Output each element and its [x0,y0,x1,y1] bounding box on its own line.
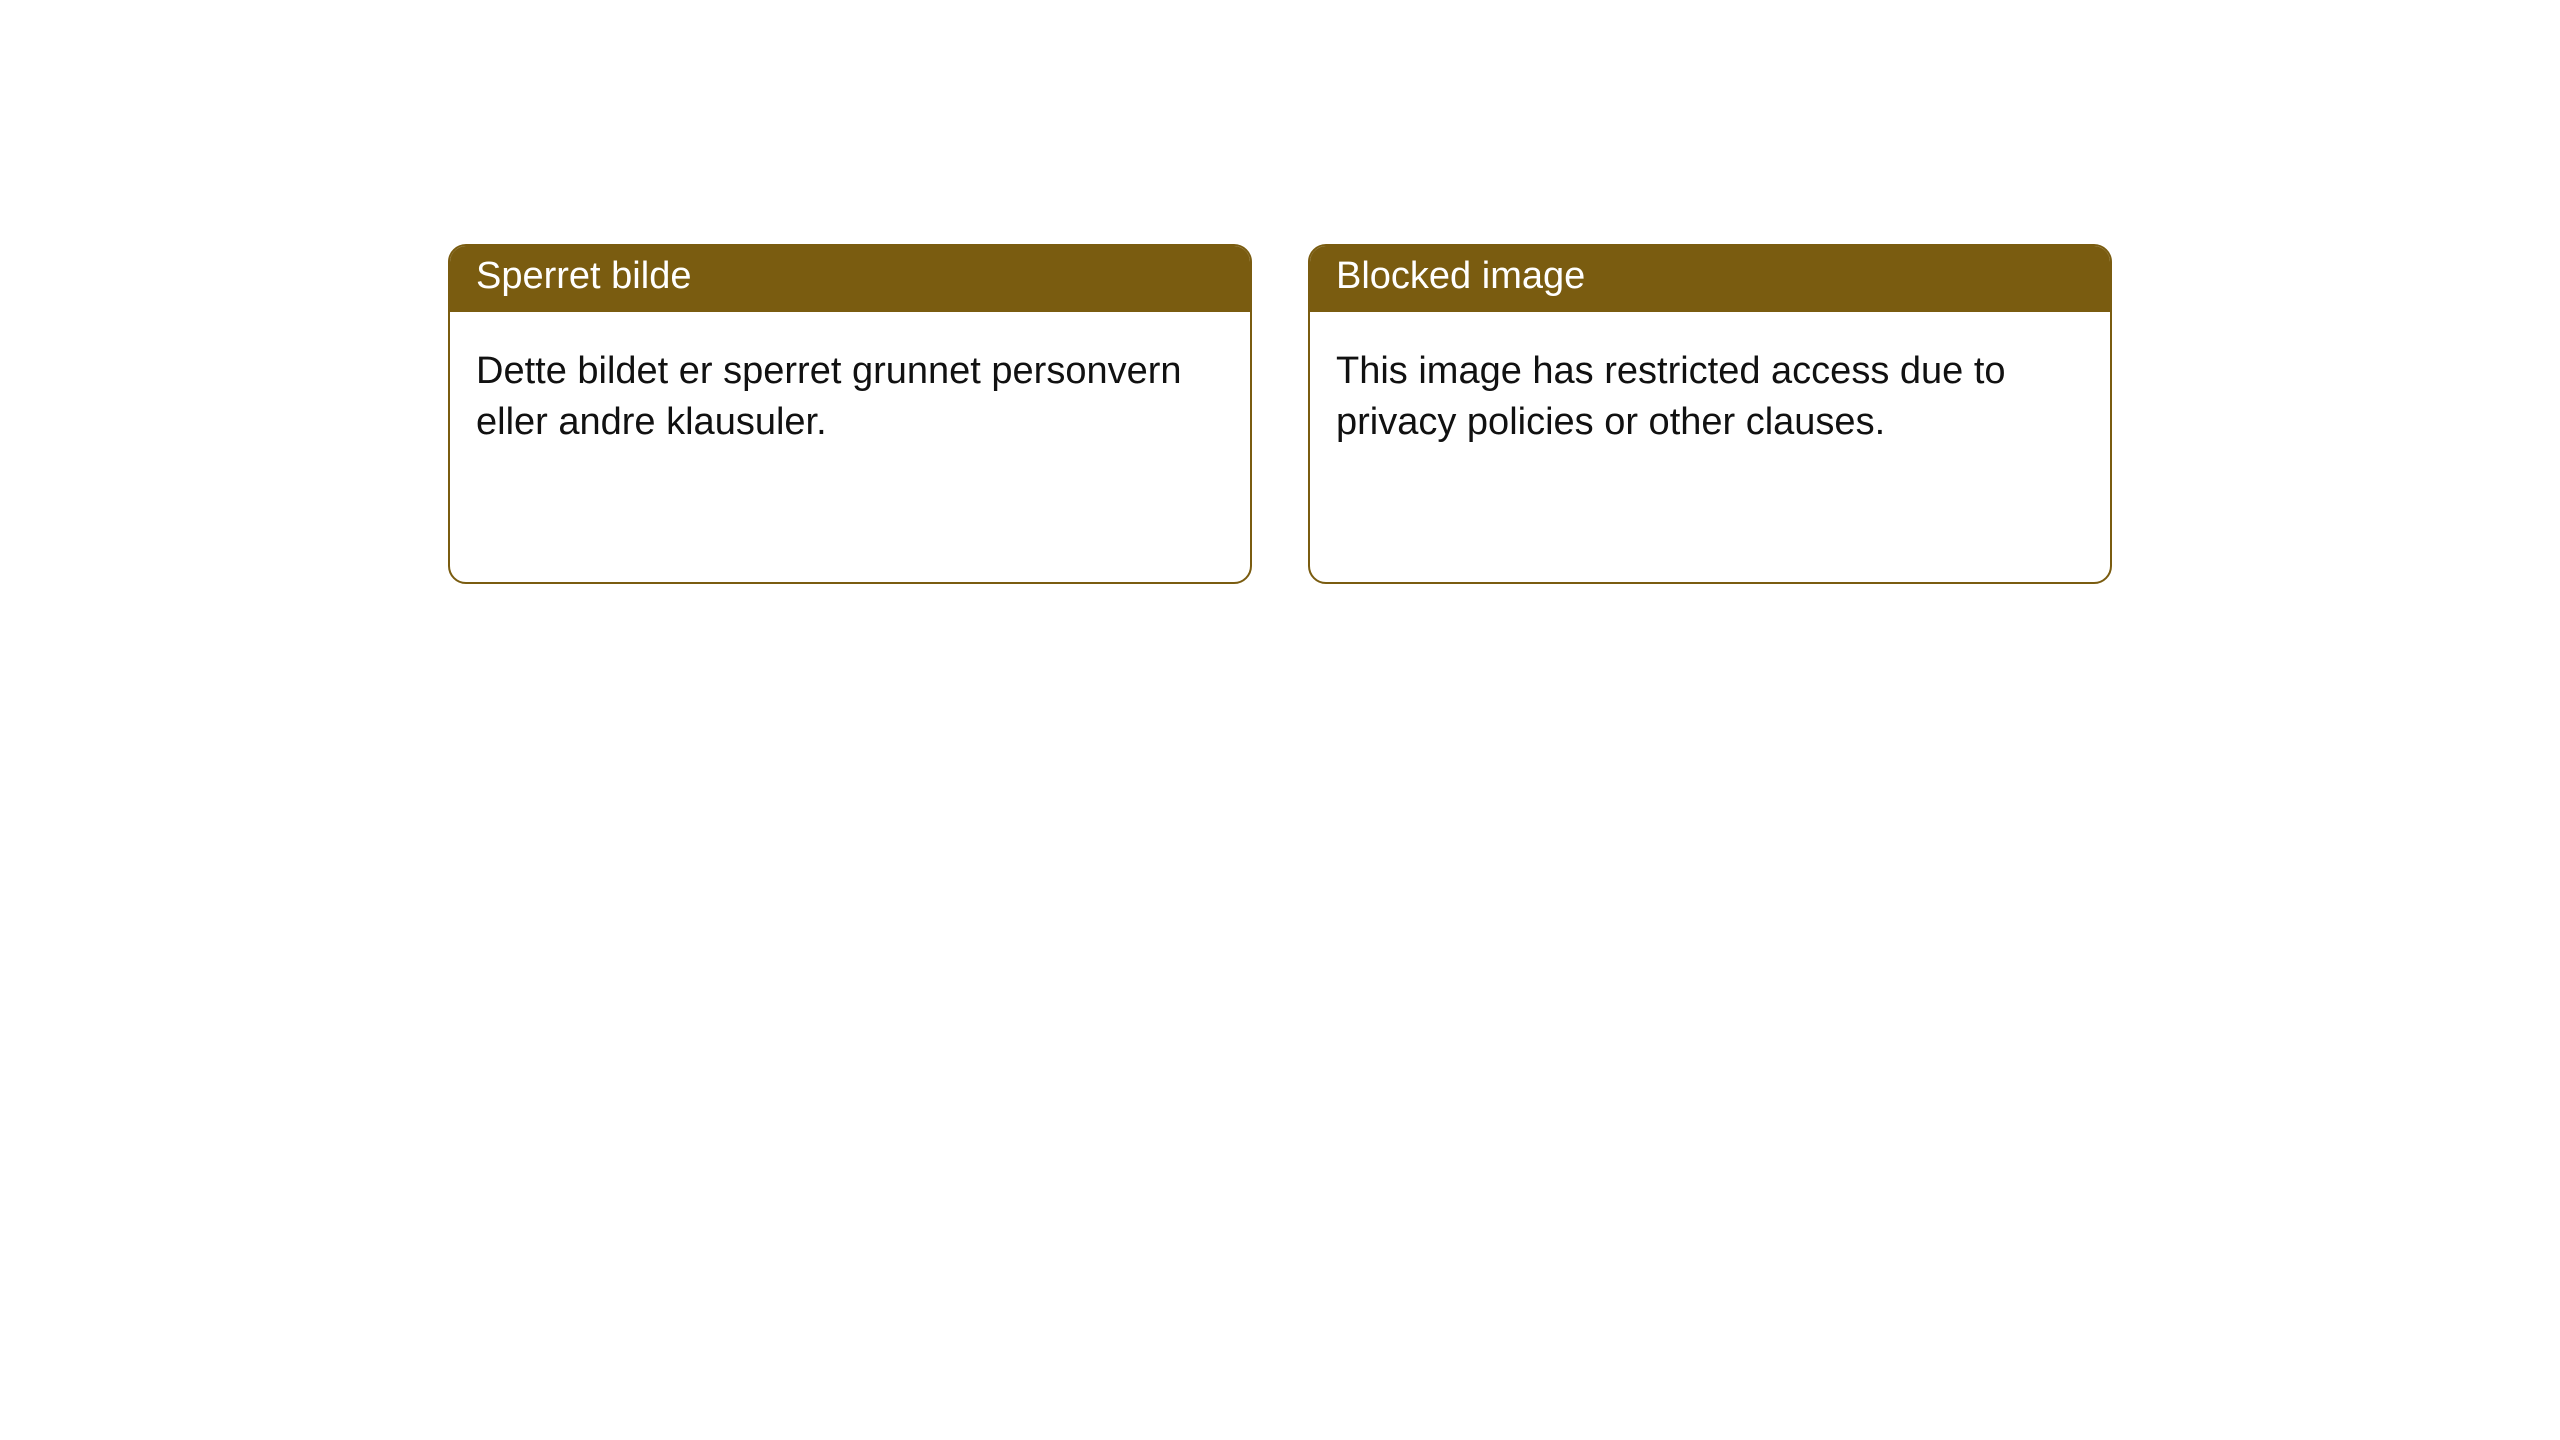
notice-header: Blocked image [1310,246,2110,312]
notice-container: Sperret bilde Dette bildet er sperret gr… [0,0,2560,584]
notice-body: Dette bildet er sperret grunnet personve… [450,312,1250,475]
notice-card-english: Blocked image This image has restricted … [1308,244,2112,584]
notice-header: Sperret bilde [450,246,1250,312]
notice-body: This image has restricted access due to … [1310,312,2110,475]
notice-card-norwegian: Sperret bilde Dette bildet er sperret gr… [448,244,1252,584]
